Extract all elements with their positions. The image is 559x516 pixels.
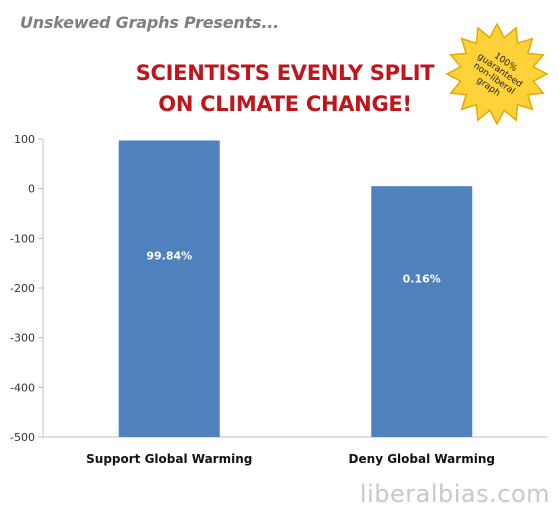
starburst-icon [445,22,549,126]
y-tick-label: -500 [10,431,35,444]
x-category-label: Support Global Warming [86,452,252,466]
starburst-shape [445,22,549,126]
y-tick-label: -300 [10,332,35,345]
bar-data-label: 0.16% [403,273,441,286]
y-tick-label: -400 [10,381,35,394]
chart-title-line-2: ON CLIMATE CHANGE! [158,92,412,116]
chart-title: SCIENTISTS EVENLY SPLIT ON CLIMATE CHANG… [120,58,450,120]
starburst-badge: 100% guaranteed non-liberal graph [437,22,557,127]
bar [118,140,220,438]
y-tick-label: -200 [10,282,35,295]
watermark: liberalbias.com [359,480,550,508]
bar-data-label: 99.84% [146,250,192,263]
y-tick-label: 100 [14,133,35,146]
bar [371,186,473,437]
y-tick-label: -100 [10,232,35,245]
x-category-label: Deny Global Warming [349,452,495,466]
chart-title-line-1: SCIENTISTS EVENLY SPLIT [135,61,435,85]
presenter-text: Unskewed Graphs Presents... [20,13,279,32]
y-tick-label: 0 [28,183,35,196]
